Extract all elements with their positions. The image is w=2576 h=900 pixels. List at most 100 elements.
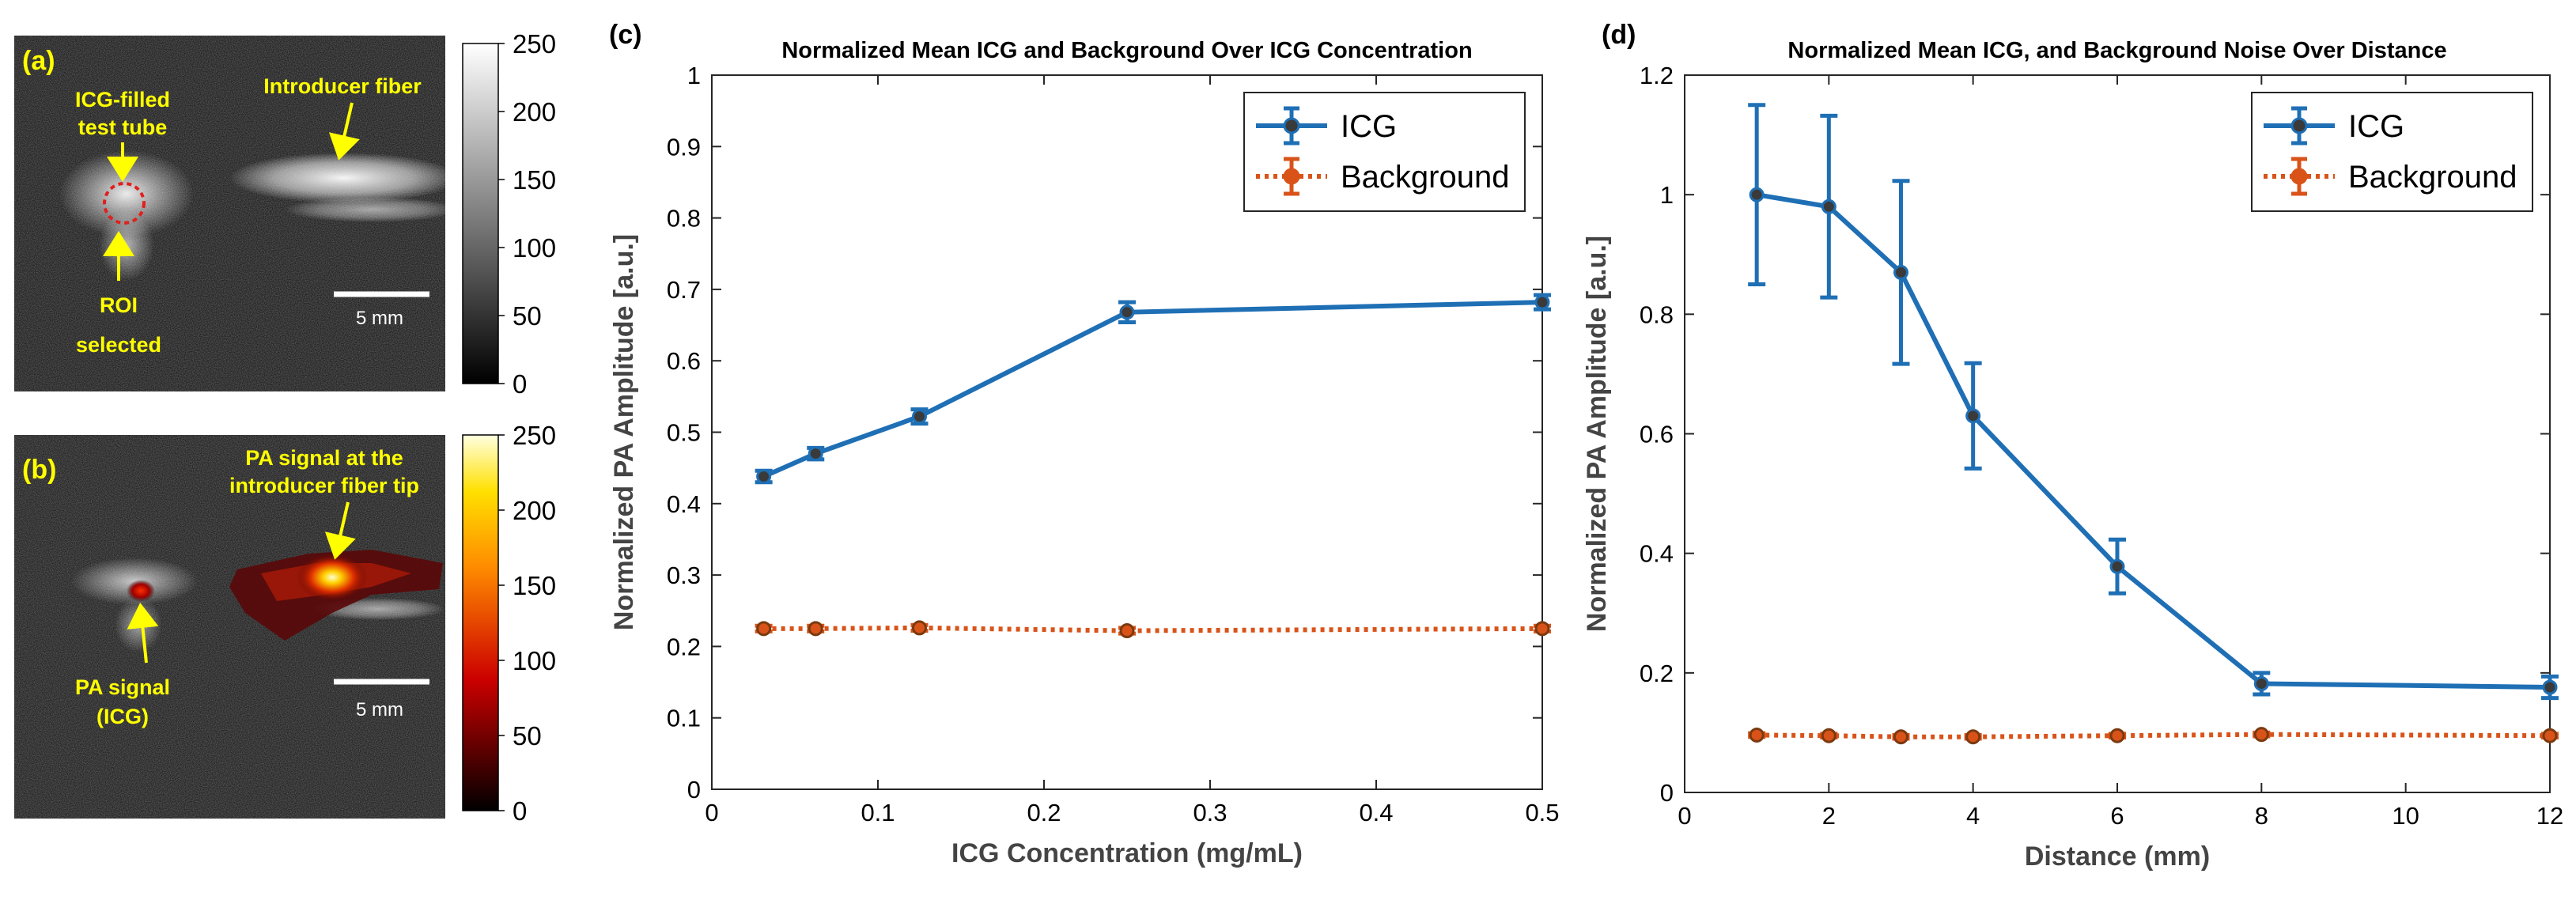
data-point-icg	[1749, 187, 1765, 202]
y-tick-label: 0.9	[667, 133, 701, 161]
x-tick-label: 6	[2110, 802, 2124, 830]
panel-a-label: (a)	[22, 46, 55, 76]
data-point-background	[1749, 727, 1765, 743]
legend-label-icg: ICG	[1341, 109, 1397, 144]
panel-b: (b) PA signal at the introducer fiber ti…	[14, 421, 556, 826]
x-tick-label: 2	[1822, 802, 1836, 830]
icg-annotation-2: (ICG)	[96, 705, 149, 728]
legend-swatch-marker	[1283, 117, 1300, 134]
x-tick-label: 0	[1678, 802, 1691, 830]
data-point-icg	[2542, 679, 2558, 695]
data-point-icg	[2253, 675, 2269, 691]
fiber-echo	[229, 153, 459, 203]
icg-annotation-1: PA signal	[75, 675, 170, 699]
y-tick-label: 1	[1660, 181, 1674, 209]
data-point-background	[2109, 728, 2125, 743]
colorbar-tick-label: 200	[513, 97, 556, 127]
legend-label-background: Background	[2348, 160, 2517, 195]
icg-arrow	[127, 603, 159, 664]
roi-annotation-1: ROI	[100, 293, 138, 317]
y-axis-label: Normalized PA Amplitude [a.u.]	[1582, 236, 1612, 632]
y-tick-label: 0.4	[1640, 540, 1674, 568]
data-point-background	[1965, 729, 1981, 745]
colorbar-hot-ticks: 250 200 150 100 50 0	[498, 421, 556, 826]
fiber-annotation: Introducer fiber	[263, 74, 422, 98]
colorbar-tick-label: 150	[513, 165, 556, 195]
data-point-icg	[756, 468, 772, 484]
y-tick-label: 0.4	[667, 490, 701, 518]
data-point-icg	[1119, 304, 1135, 320]
panel-d-label: (d)	[1602, 20, 1636, 50]
data-point-background	[808, 621, 823, 637]
pa-hotspot	[297, 554, 368, 601]
data-point-background	[1821, 728, 1836, 743]
x-tick-label: 8	[2255, 802, 2268, 830]
y-tick-label: 0.2	[1640, 660, 1674, 687]
colorbar-tick-label: 200	[513, 496, 556, 525]
colorbar-hot	[462, 434, 499, 811]
roi-circle	[103, 182, 146, 225]
chart-concentration: 0 0.1 0.2 0.3 0.4 0.5 0 0.1 0.2 0.3 0.4 0.5 0.6 0.7 0.…	[609, 38, 1560, 868]
y-tick-label: 0.5	[667, 419, 701, 447]
y-tick-label: 1	[687, 62, 701, 89]
colorbar-tick-label: 250	[513, 29, 556, 59]
x-tick-label: 4	[1966, 802, 1980, 830]
colorbar-tick-label: 50	[513, 301, 542, 331]
data-point-background	[2542, 728, 2558, 743]
y-tick-label: 0.8	[667, 205, 701, 233]
tube-annotation-2: test tube	[78, 115, 168, 139]
tube-echo-b-lower	[115, 597, 162, 652]
data-point-icg	[808, 446, 823, 462]
x-tick-label: 0.5	[1525, 799, 1559, 826]
data-point-icg	[1965, 408, 1981, 424]
data-point-background	[756, 621, 772, 637]
colorbar-tick-label: 0	[513, 369, 527, 399]
x-tick-label: 0.4	[1359, 799, 1393, 826]
scale-bar-label: 5 mm	[356, 308, 403, 329]
data-point-background	[1119, 623, 1135, 639]
data-point-icg	[1893, 264, 1908, 280]
speckle-texture-b	[14, 435, 445, 819]
chart-title: Normalized Mean ICG, and Background Nois…	[1787, 38, 2446, 63]
tube-annotation-1: ICG-filled	[75, 88, 170, 112]
data-point-background	[912, 620, 927, 636]
data-point-background	[1534, 621, 1550, 637]
legend-label-background: Background	[1341, 160, 1509, 195]
legend-label-icg: ICG	[2348, 109, 2404, 144]
y-tick-label: 0.1	[667, 705, 701, 732]
x-tick-label: 0.2	[1027, 799, 1061, 826]
x-axis-label: Distance (mm)	[2025, 841, 2210, 872]
x-tick-label: 12	[2536, 802, 2563, 830]
x-tick-label: 0.1	[861, 799, 895, 826]
chart-distance: 0 2 4 6 8 10 12 0 0.2 0.4 0.6 0.8 1 1.2 Normalized Mea…	[1582, 38, 2563, 872]
panel-a: (a) ICG-filled test tube Introducer fibe…	[14, 29, 556, 399]
data-point-icg	[1534, 294, 1550, 310]
tube-echo	[59, 150, 194, 237]
y-tick-label: 0.8	[1640, 301, 1674, 328]
colorbar-gray-ticks: 250 200 150 100 50 0	[498, 29, 556, 399]
pa-icg-spot	[127, 580, 155, 602]
x-axis-label: ICG Concentration (mg/mL)	[951, 838, 1303, 868]
panel-b-label: (b)	[22, 455, 56, 485]
tip-annotation-1: PA signal at the	[245, 446, 403, 470]
legend-swatch-marker	[2290, 117, 2308, 134]
data-point-background	[2253, 727, 2269, 743]
y-tick-label: 0.3	[667, 562, 701, 589]
y-tick-label: 0.7	[667, 276, 701, 304]
tip-arrow	[324, 501, 356, 560]
data-point-icg	[912, 409, 927, 425]
y-tick-label: 0	[687, 776, 701, 804]
panel-c-label: (c)	[609, 20, 642, 50]
y-tick-label: 0.2	[667, 633, 701, 660]
colorbar-tick-label: 0	[513, 796, 527, 826]
x-tick-label: 0.3	[1193, 799, 1227, 826]
colorbar-tick-label: 100	[513, 646, 556, 675]
x-tick-label: 10	[2392, 802, 2419, 830]
chart-title: Normalized Mean ICG and Background Over …	[781, 38, 1472, 63]
data-point-icg	[1821, 199, 1836, 214]
legend-swatch-marker	[2290, 168, 2308, 185]
colorbar-tick-label: 250	[513, 421, 556, 450]
scale-bar-b-label: 5 mm	[356, 699, 403, 720]
colorbar-tick-label: 50	[513, 721, 542, 751]
data-point-icg	[2109, 558, 2125, 574]
